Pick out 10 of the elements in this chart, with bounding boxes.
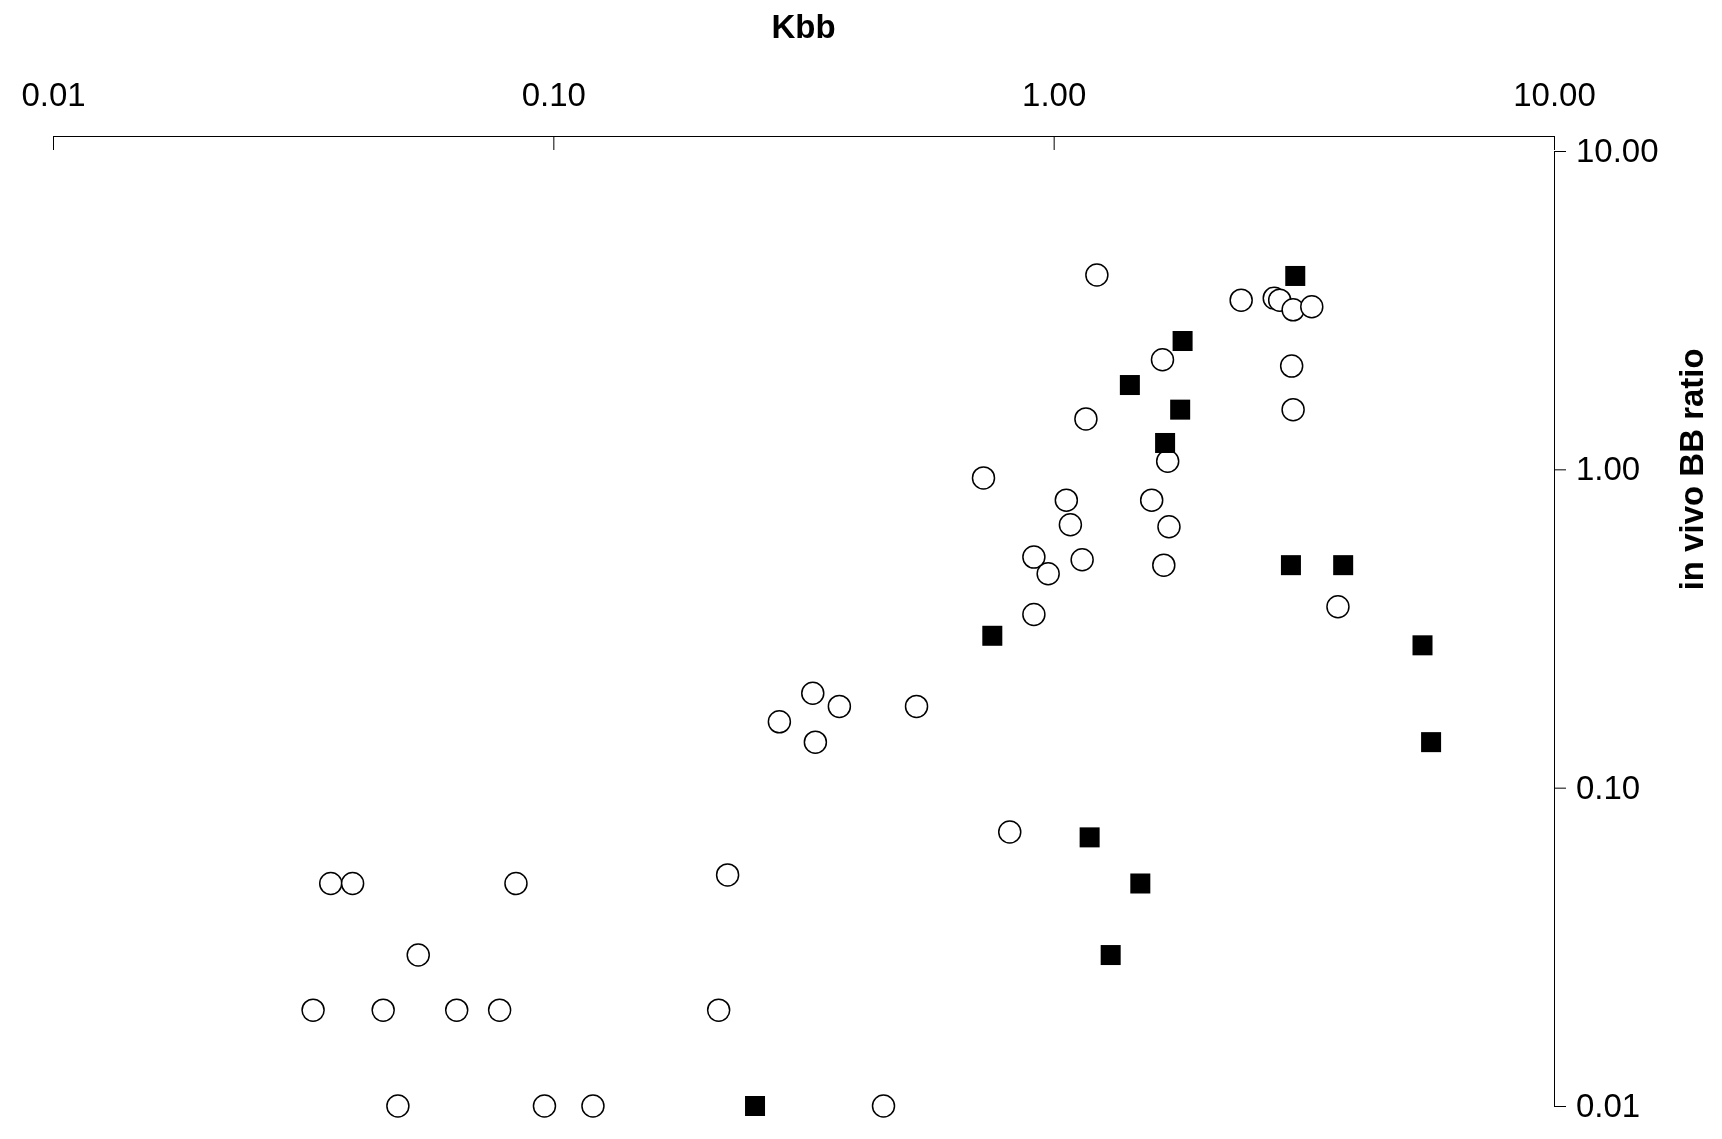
x-tick-label: 0.01 — [21, 76, 86, 113]
y-tick-label: 10.00 — [1576, 132, 1659, 170]
x-tick-label: 10.00 — [1513, 76, 1596, 113]
y-tick-label: 1.00 — [1576, 450, 1641, 488]
y-tick-label: 0.10 — [1576, 768, 1641, 806]
y-axis-title: in vivo BB ratio — [1673, 348, 1710, 591]
x-tick-label: 0.10 — [521, 76, 586, 113]
x-axis-title: Kbb — [771, 8, 836, 45]
x-tick-label: 1.00 — [1022, 76, 1087, 113]
y-tick-label: 0.01 — [1576, 1087, 1641, 1125]
